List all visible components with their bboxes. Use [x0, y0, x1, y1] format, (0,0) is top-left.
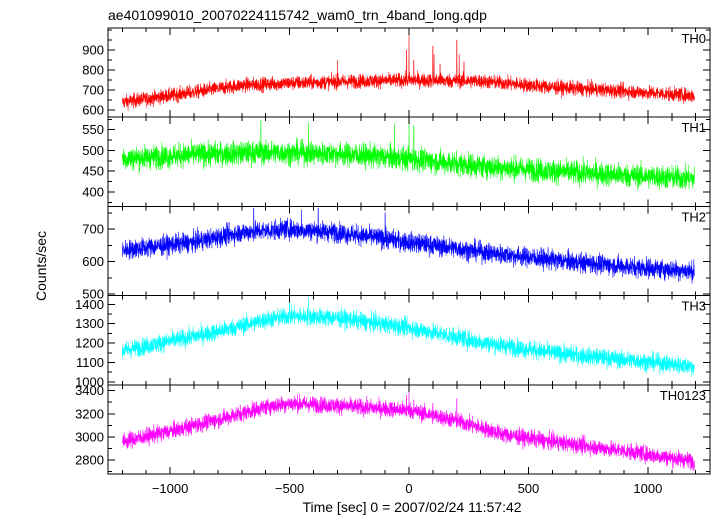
panel-th2: 500 600 700 TH2 — [82, 205, 711, 301]
panel-th0123: 2800 3000 3200 3400 TH0123 — [75, 383, 711, 475]
series-line-th0 — [122, 34, 695, 111]
panel-frame — [107, 295, 711, 386]
chart-title: ae401099010_20070224115742_wam0_trn_4ban… — [108, 7, 487, 23]
panel-th1: 400 450 500 550 TH1 — [82, 116, 711, 207]
x-tick-label: −500 — [275, 481, 304, 496]
y-tick-label: 2800 — [75, 453, 104, 468]
chart-panels: 600 700 800 900 TH0 400 450 500 550 TH1 500 600 700 T… — [75, 27, 711, 496]
panel-label-th0123: TH0123 — [660, 388, 706, 403]
y-tick-label: 3200 — [75, 406, 104, 421]
x-tick-label: 500 — [518, 481, 540, 496]
y-tick-label: 450 — [82, 164, 104, 179]
x-tick-label: 0 — [405, 481, 412, 496]
y-tick-label: 1200 — [75, 336, 104, 351]
y-tick-label: 550 — [82, 122, 104, 137]
y-tick-label: 400 — [82, 184, 104, 199]
y-tick-label: 1100 — [76, 355, 104, 370]
y-axis-label: Counts/sec — [33, 231, 49, 301]
y-tick-label: 1000 — [75, 374, 104, 389]
y-tick-label: 3400 — [75, 383, 104, 398]
y-tick-label: 1300 — [75, 316, 104, 331]
x-tick-label: 1000 — [633, 481, 662, 496]
series-line-th3 — [122, 296, 695, 377]
y-tick-label: 700 — [82, 83, 104, 98]
y-tick-label: 1400 — [75, 297, 104, 312]
y-tick-label: 3000 — [75, 429, 104, 444]
panel-th3: 1000 1100 1200 1300 1400 TH3 — [75, 295, 711, 389]
series-line-th0123 — [122, 385, 695, 471]
y-tick-label: 500 — [82, 143, 104, 158]
series-line-th1 — [122, 120, 695, 191]
panel-label-th0: TH0 — [681, 31, 706, 46]
panel-label-th3: TH3 — [681, 299, 706, 314]
y-tick-label: 800 — [82, 63, 104, 78]
y-tick-label: 700 — [82, 222, 104, 237]
x-axis-label: Time [sec] 0 = 2007/02/24 11:57:42 — [302, 499, 521, 515]
series-line-th2 — [122, 207, 695, 284]
x-tick-label: −1000 — [152, 481, 189, 496]
y-tick-label: 500 — [82, 286, 104, 301]
y-tick-label: 600 — [82, 254, 104, 269]
panel-frame — [107, 205, 711, 297]
panel-label-th1: TH1 — [681, 120, 706, 135]
panel-th0: 600 700 800 900 TH0 — [82, 27, 711, 118]
y-tick-label: 600 — [82, 103, 104, 118]
y-tick-label: 900 — [82, 43, 104, 58]
panel-label-th2: TH2 — [681, 209, 706, 224]
